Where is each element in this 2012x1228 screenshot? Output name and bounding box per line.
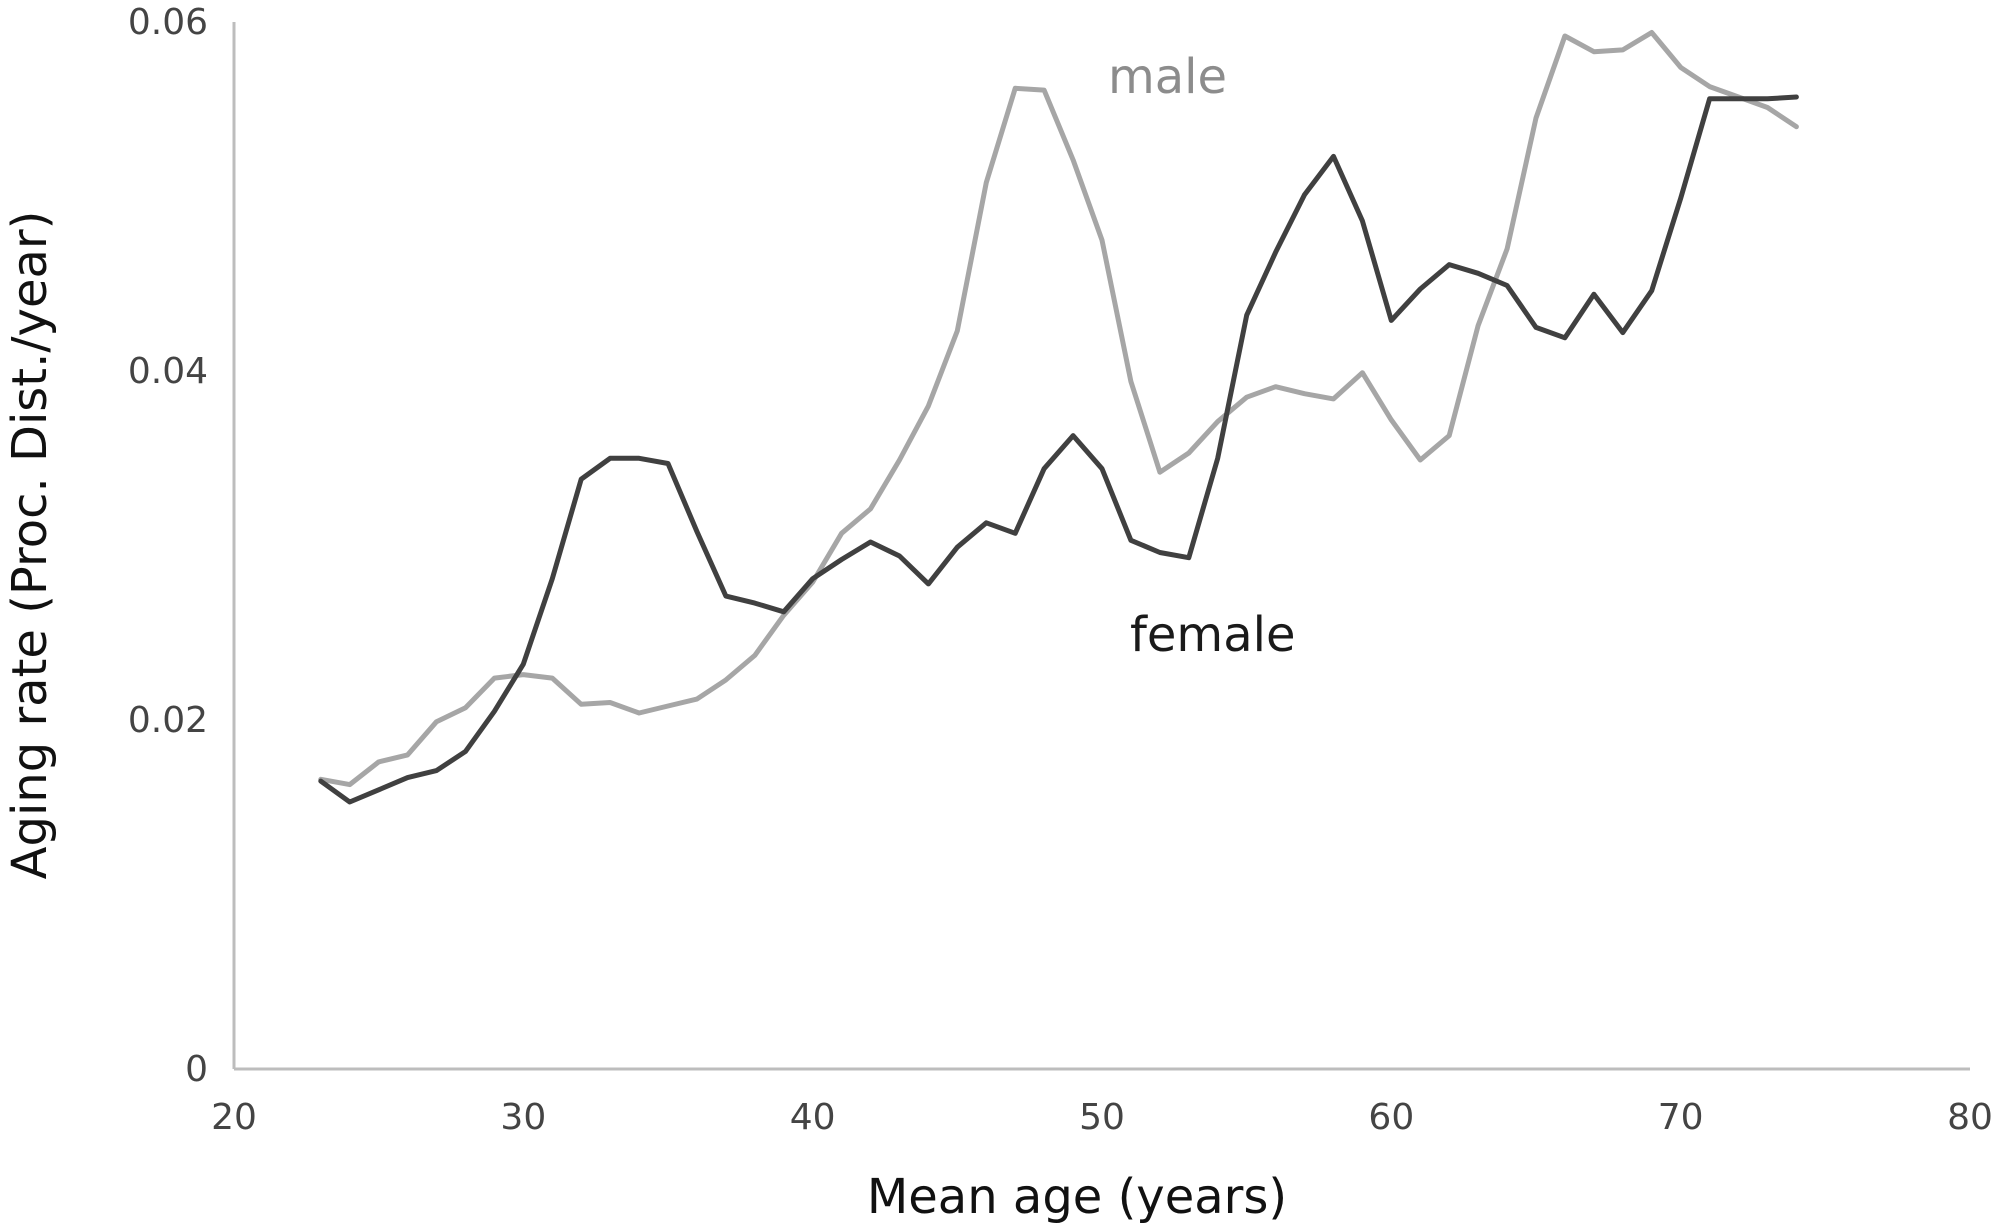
- x-tick-label: 70: [1658, 1097, 1704, 1138]
- x-tick-label: 30: [500, 1097, 546, 1138]
- y-axis-title: Aging rate (Proc. Dist./year): [2, 211, 58, 880]
- series-line-male: [318, 30, 1799, 788]
- x-tick-label: 50: [1079, 1097, 1125, 1138]
- y-tick-label: 0.02: [128, 700, 208, 741]
- y-tick-labels: 0 0.02 0.04 0.06: [128, 2, 208, 1090]
- series-line-female: [318, 94, 1799, 805]
- x-tick-label: 60: [1368, 1097, 1414, 1138]
- x-axis-title: Mean age (years): [867, 1169, 1287, 1225]
- x-tick-label: 20: [211, 1097, 257, 1138]
- y-tick-label: 0: [185, 1049, 208, 1090]
- series-label-male: male: [1108, 49, 1227, 105]
- x-tick-label: 80: [1947, 1097, 1993, 1138]
- series-label-female: female: [1130, 607, 1295, 663]
- series-lines: [318, 30, 1799, 805]
- y-tick-label: 0.04: [128, 351, 208, 392]
- x-tick-labels: 20 30 40 50 60 70 80: [211, 1097, 1993, 1138]
- x-tick-label: 40: [790, 1097, 836, 1138]
- axes: [232, 22, 1970, 1071]
- y-tick-label: 0.06: [128, 2, 208, 43]
